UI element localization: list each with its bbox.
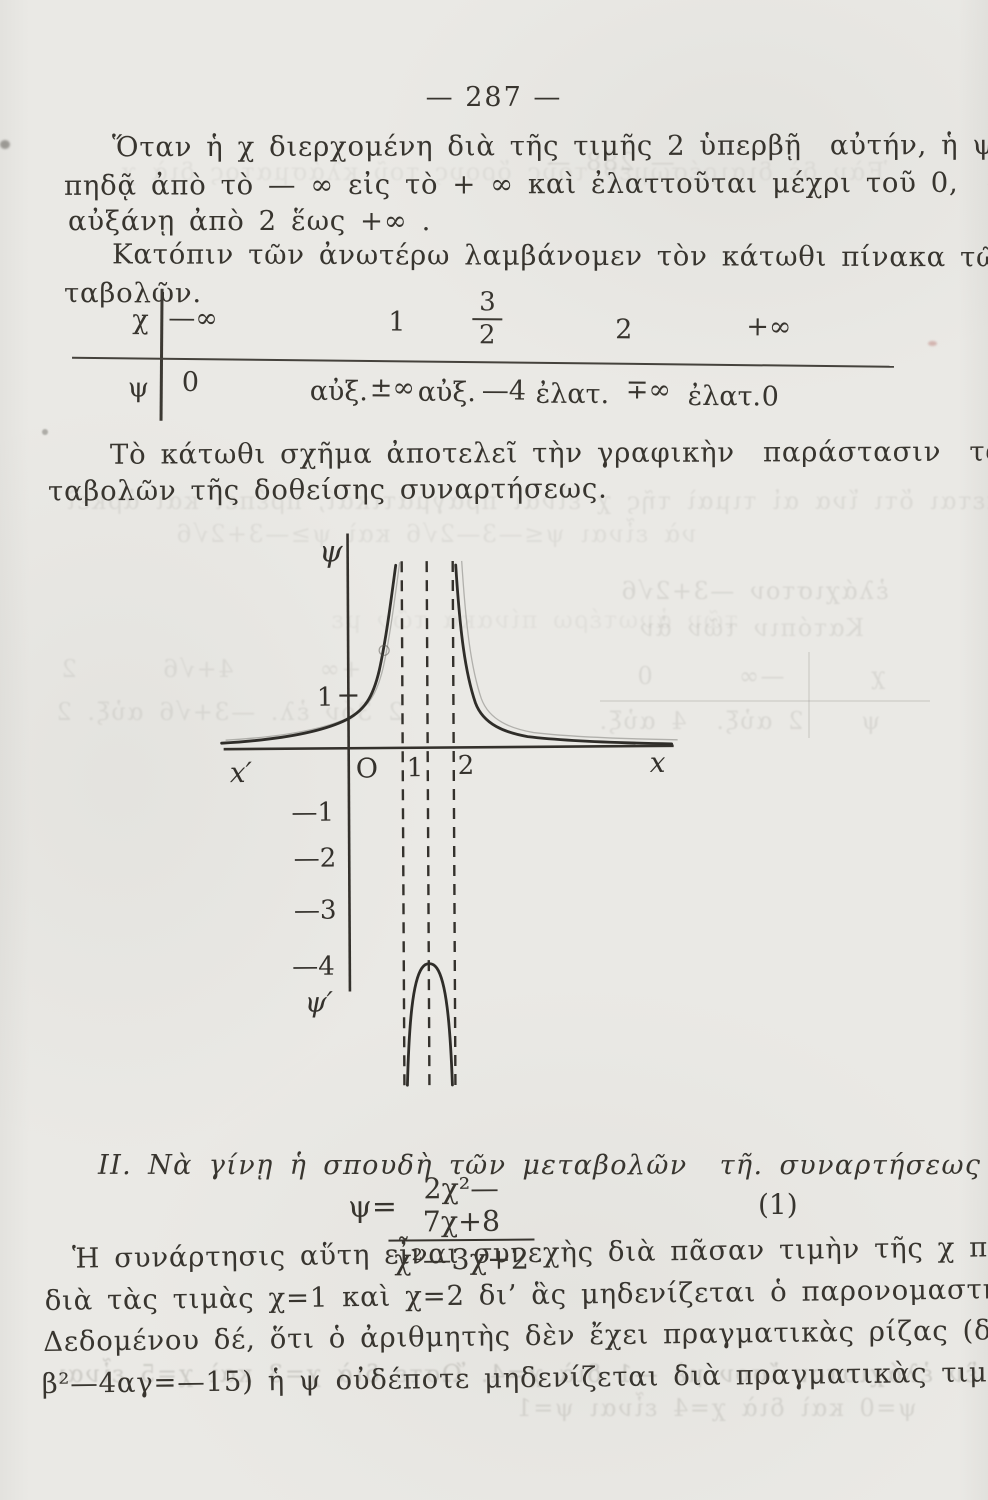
text-line: ταβολῶν τῆς δοθείσης συναρτήσεως.	[47, 472, 608, 508]
table-psi-value: ἐλατ.	[687, 380, 762, 413]
section-heading: II. Νὰ γίνῃ ἡ σπουδὴ τῶν μεταβολῶν τῆ. σ…	[98, 1150, 982, 1181]
text-line: Κατόπιν τῶν ἀνωτέρω λαμβάνομεν τὸν κάτωθ…	[111, 238, 988, 274]
origin-label: O	[356, 753, 378, 784]
text-line: Ὅταν ἡ χ διερχομένη διὰ τῆς τιμῆς 2 ὑπερ…	[111, 128, 988, 164]
table-psi-value: ±∞	[369, 372, 416, 404]
x-tick-label-1: 1	[407, 753, 424, 783]
x-right-label: x	[650, 746, 666, 779]
x-left-label: x′	[230, 756, 253, 789]
ink-speck	[0, 140, 10, 149]
y-tick-label-m3: —3	[294, 896, 337, 926]
table-x-value: —∞	[168, 302, 218, 335]
table-psi-value: αὐξ.	[417, 376, 476, 409]
page-number: — 287 —	[425, 82, 563, 113]
table-vertical-rule	[159, 288, 164, 421]
text-line: ταβολῶν.	[64, 277, 202, 309]
formula-numerator: 2χ²—7χ+8	[422, 1171, 501, 1239]
table-psi-value: αὐξ.	[309, 375, 368, 408]
asymptote-x1	[400, 561, 406, 1086]
y-axis	[346, 533, 352, 992]
x-tick-label-2: 2	[458, 751, 475, 781]
table-psi-value: —4	[481, 375, 527, 407]
asymptote-x2	[451, 560, 457, 1085]
curve-pencil-ghost	[461, 560, 678, 741]
text-line: διὰ τὰς τιμὰς χ=1 καὶ χ=2 δι’ ἃς μηδενίζ…	[44, 1272, 988, 1317]
curve-pencil-ghost	[225, 562, 401, 741]
equation-number: (1)	[758, 1188, 798, 1221]
table-psi-label: ψ	[127, 372, 150, 404]
variation-table: χ —∞ 1 3 2 2 +∞ ψ 0 αὐξ. ±∞ αὐξ. —4 ἐλατ…	[69, 287, 900, 437]
table-psi-value: ∓∞	[625, 374, 672, 406]
fraction-denominator: 2	[472, 318, 503, 351]
y-tick-label-m2: —2	[294, 844, 337, 874]
psi-axis-label: ψ	[319, 535, 343, 570]
text-line: Ἡ συνάρτησις αὕτη εἶναι συνεχὴς διὰ πᾶσα…	[71, 1230, 988, 1275]
ink-speck	[42, 429, 48, 435]
curve-right-branch	[454, 563, 674, 746]
fraction-numerator: 3	[479, 287, 496, 318]
extremum-line-x1.5	[425, 561, 431, 1086]
text-line: β²—4αγ=—15) ἡ ψ οὐδέποτε μηδενίζεται διὰ…	[41, 1354, 988, 1400]
x-axis	[223, 744, 674, 751]
y-tick-label-m4: —4	[292, 952, 335, 982]
text-line: πηδᾷ ἀπὸ τὸ — ∞ εἰς τὸ + ∞ καὶ ἐλαττοῦτα…	[63, 166, 988, 202]
table-psi-value: ἐλατ.	[535, 378, 610, 411]
table-psi-value: 0	[761, 381, 780, 413]
text-line: αὐξάνῃ ἀπὸ 2 ἕως +∞ .	[68, 205, 432, 237]
y-tick-label-m1: —1	[291, 798, 334, 828]
pencil-smudge	[378, 644, 390, 656]
bleedthrough-rule	[600, 700, 930, 702]
table-x-value: 2	[615, 314, 633, 346]
paragraph-closing: Ἡ συνάρτησις αὕτη εἶναι συνεχὴς διὰ πᾶσα…	[40, 1231, 988, 1409]
ink-stain	[928, 341, 937, 346]
curve-left-branch	[220, 563, 398, 745]
table-x-label: χ	[132, 304, 149, 336]
psi-prime-label: ψ′	[305, 986, 334, 1019]
curve-middle-branch	[406, 962, 454, 1087]
table-x-value: 1	[388, 306, 406, 338]
table-x-value: +∞	[746, 311, 792, 343]
table-psi-value: 0	[181, 366, 200, 399]
function-graph: ψ ψ′ x′ x O 1 2 1 —1 —2 —3 —4	[220, 533, 678, 1087]
bleedthrough-rule	[808, 652, 810, 738]
text-line: Τὸ κάτωθι σχῆμα ἀποτελεῖ τὴν γραφικὴν πα…	[109, 435, 988, 471]
y-tick-label-1: 1	[317, 683, 334, 713]
text-line: Δεδομένου δέ, ὅτι ὁ ἀριθμητὴς δὲν ἔχει π…	[43, 1313, 988, 1358]
table-x-fraction: 3 2	[472, 287, 503, 351]
